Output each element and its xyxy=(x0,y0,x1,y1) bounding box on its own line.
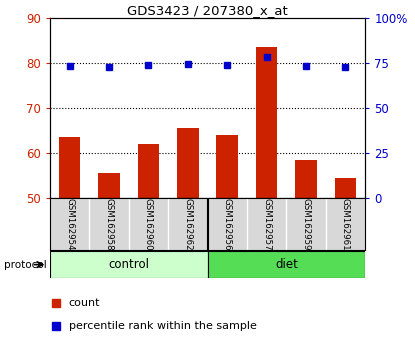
Text: GSM162958: GSM162958 xyxy=(105,198,113,250)
Text: GSM162957: GSM162957 xyxy=(262,198,271,250)
Text: GSM162960: GSM162960 xyxy=(144,198,153,250)
Bar xyxy=(334,178,356,198)
Text: GSM162961: GSM162961 xyxy=(341,198,350,250)
Text: GSM162962: GSM162962 xyxy=(183,198,192,250)
Text: diet: diet xyxy=(275,258,298,271)
Text: protocol: protocol xyxy=(4,259,47,270)
Bar xyxy=(256,47,278,198)
Bar xyxy=(295,160,317,198)
Bar xyxy=(50,251,208,278)
Title: GDS3423 / 207380_x_at: GDS3423 / 207380_x_at xyxy=(127,4,288,17)
Bar xyxy=(59,137,81,198)
Text: control: control xyxy=(108,258,149,271)
Text: GSM162956: GSM162956 xyxy=(223,198,232,250)
Bar xyxy=(216,135,238,198)
Bar xyxy=(98,173,120,198)
Text: GSM162959: GSM162959 xyxy=(302,198,310,250)
Bar xyxy=(137,144,159,198)
Text: GSM162954: GSM162954 xyxy=(65,198,74,250)
Text: percentile rank within the sample: percentile rank within the sample xyxy=(69,321,256,331)
Bar xyxy=(177,128,199,198)
Bar xyxy=(208,251,365,278)
Text: count: count xyxy=(69,298,100,308)
